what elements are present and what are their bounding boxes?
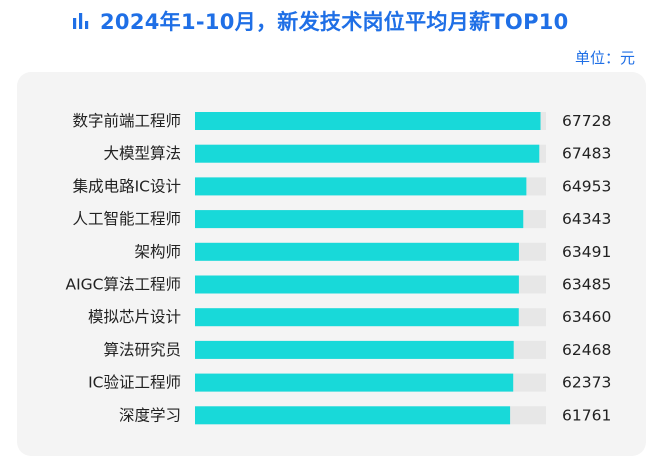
bar-row: 数字前端工程师 67728 bbox=[72, 112, 611, 130]
category-label: IC验证工程师 bbox=[88, 374, 181, 392]
bar-row: AIGC算法工程师 63485 bbox=[65, 275, 611, 294]
chart-panel: 数字前端工程师 67728 大模型算法 67483 集成电路IC设计 64953 人工智能工… bbox=[17, 72, 646, 456]
value-label: 67728 bbox=[562, 112, 611, 130]
bar-chart-icon bbox=[72, 12, 90, 30]
category-label: 算法研究员 bbox=[103, 340, 181, 359]
bar-row: 模拟芯片设计 63460 bbox=[88, 308, 611, 327]
value-label: 67483 bbox=[562, 145, 611, 163]
category-label: AIGC算法工程师 bbox=[65, 275, 181, 294]
value-label: 63460 bbox=[562, 308, 611, 326]
bar bbox=[195, 112, 541, 130]
chart-title: 2024年1-10月，新发技术岗位平均月薪TOP10 bbox=[100, 10, 569, 34]
bar bbox=[195, 144, 540, 163]
bar-row: 架构师 63491 bbox=[134, 242, 611, 261]
category-label: 大模型算法 bbox=[103, 144, 181, 163]
bar bbox=[195, 177, 527, 196]
unit-label: 单位：元 bbox=[574, 49, 635, 67]
bar bbox=[195, 340, 514, 359]
bar-chart: 数字前端工程师 67728 大模型算法 67483 集成电路IC设计 64953 人工智能工… bbox=[65, 112, 611, 425]
bar-row: 集成电路IC设计 64953 bbox=[73, 177, 611, 196]
value-label: 64953 bbox=[562, 177, 611, 195]
category-label: 数字前端工程师 bbox=[72, 112, 181, 130]
bar bbox=[195, 308, 519, 327]
value-label: 62373 bbox=[562, 374, 611, 392]
category-label: 人工智能工程师 bbox=[72, 210, 181, 228]
category-label: 深度学习 bbox=[119, 406, 181, 424]
bar-row: 深度学习 61761 bbox=[119, 406, 611, 425]
bar-row: 算法研究员 62468 bbox=[103, 340, 611, 359]
chart-header: 2024年1-10月，新发技术岗位平均月薪TOP10 bbox=[72, 4, 569, 38]
bar-row: 大模型算法 67483 bbox=[103, 144, 611, 163]
value-label: 61761 bbox=[562, 406, 611, 424]
category-label: 集成电路IC设计 bbox=[73, 177, 181, 195]
bar bbox=[195, 406, 511, 425]
bar bbox=[195, 210, 524, 229]
bar-row: 人工智能工程师 64343 bbox=[72, 210, 611, 229]
bar bbox=[195, 242, 519, 261]
category-label: 模拟芯片设计 bbox=[88, 308, 181, 326]
value-label: 62468 bbox=[562, 341, 611, 359]
value-label: 63485 bbox=[562, 276, 611, 294]
category-label: 架构师 bbox=[134, 243, 181, 261]
value-label: 63491 bbox=[562, 243, 611, 261]
bar bbox=[195, 373, 514, 392]
bar bbox=[195, 275, 519, 294]
bar-row: IC验证工程师 62373 bbox=[88, 373, 611, 392]
value-label: 64343 bbox=[562, 210, 611, 228]
